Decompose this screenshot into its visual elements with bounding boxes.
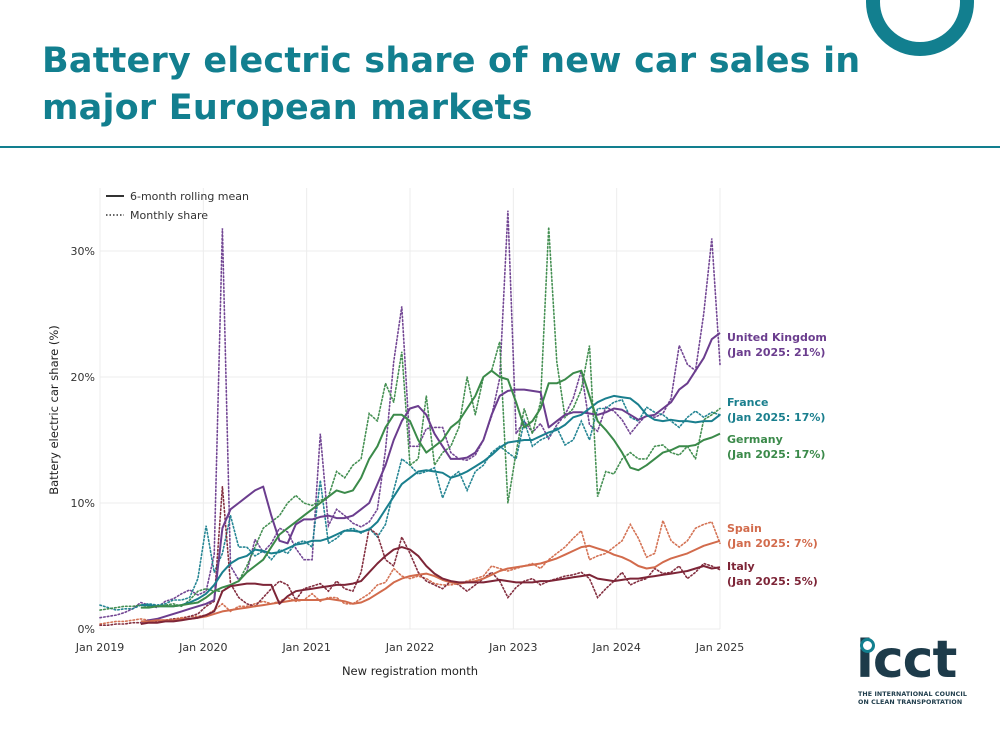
series-note-united-kingdom: (Jan 2025: 21%) (727, 346, 825, 359)
x-tick-label: Jan 2023 (488, 641, 537, 654)
chart-axes: Jan 2019 Jan 2020 Jan 2021 Jan 2022 Jan 2023… (47, 245, 744, 678)
x-tick-label: Jan 2025 (695, 641, 744, 654)
monthly-line-germany (99, 227, 721, 611)
logo-dot-icon (860, 638, 875, 653)
monthly-line-united-kingdom (99, 210, 721, 619)
title-divider (0, 146, 1000, 148)
x-tick-label: Jan 2019 (75, 641, 124, 654)
chart-series-lines (99, 210, 721, 626)
y-tick-label: 0% (78, 623, 95, 636)
page-title: Battery electric share of new car sales … (42, 41, 861, 128)
x-axis-title: New registration month (342, 664, 478, 678)
x-tick-label: Jan 2020 (178, 641, 227, 654)
chart-series-labels: United Kingdom (Jan 2025: 21%) France (Jan … (727, 331, 827, 588)
chart-gridlines (99, 188, 721, 630)
chart-legend: 6-month rolling mean Monthly share (106, 190, 249, 222)
series-label-germany: Germany (727, 433, 783, 446)
icct-logo: icct THE INTERNATIONAL COUNCIL ON CLEAN … (856, 630, 978, 712)
series-note-spain: (Jan 2025: 7%) (727, 537, 818, 550)
series-note-france: (Jan 2025: 17%) (727, 411, 825, 424)
series-label-spain: Spain (727, 522, 762, 535)
icct-subtitle-line2: ON CLEAN TRANSPORTATION (858, 699, 963, 706)
rolling-line-france (140, 394, 721, 608)
x-tick-label: Jan 2024 (591, 641, 640, 654)
series-label-france: France (727, 396, 768, 409)
x-tick-label: Jan 2022 (385, 641, 434, 654)
y-tick-label: 30% (71, 245, 95, 258)
monthly-line-italy (99, 486, 721, 626)
series-note-germany: (Jan 2025: 17%) (727, 448, 825, 461)
series-note-italy: (Jan 2025: 5%) (727, 575, 818, 588)
series-label-italy: Italy (727, 560, 755, 573)
rolling-line-italy (140, 546, 721, 625)
y-tick-label: 10% (71, 497, 95, 510)
legend-label: 6-month rolling mean (130, 190, 249, 203)
icct-subtitle-line1: THE INTERNATIONAL COUNCIL (858, 691, 967, 698)
rolling-line-united-kingdom (140, 332, 721, 624)
rolling-line-spain (140, 539, 721, 623)
legend-label: Monthly share (130, 209, 208, 222)
rolling-line-germany (140, 369, 721, 609)
y-axis-title: Battery electric car share (%) (47, 325, 61, 495)
x-tick-label: Jan 2021 (281, 641, 330, 654)
y-tick-label: 20% (71, 371, 95, 384)
series-label-united-kingdom: United Kingdom (727, 331, 827, 344)
icct-subtitle: THE INTERNATIONAL COUNCIL ON CLEAN TRANS… (858, 691, 978, 707)
